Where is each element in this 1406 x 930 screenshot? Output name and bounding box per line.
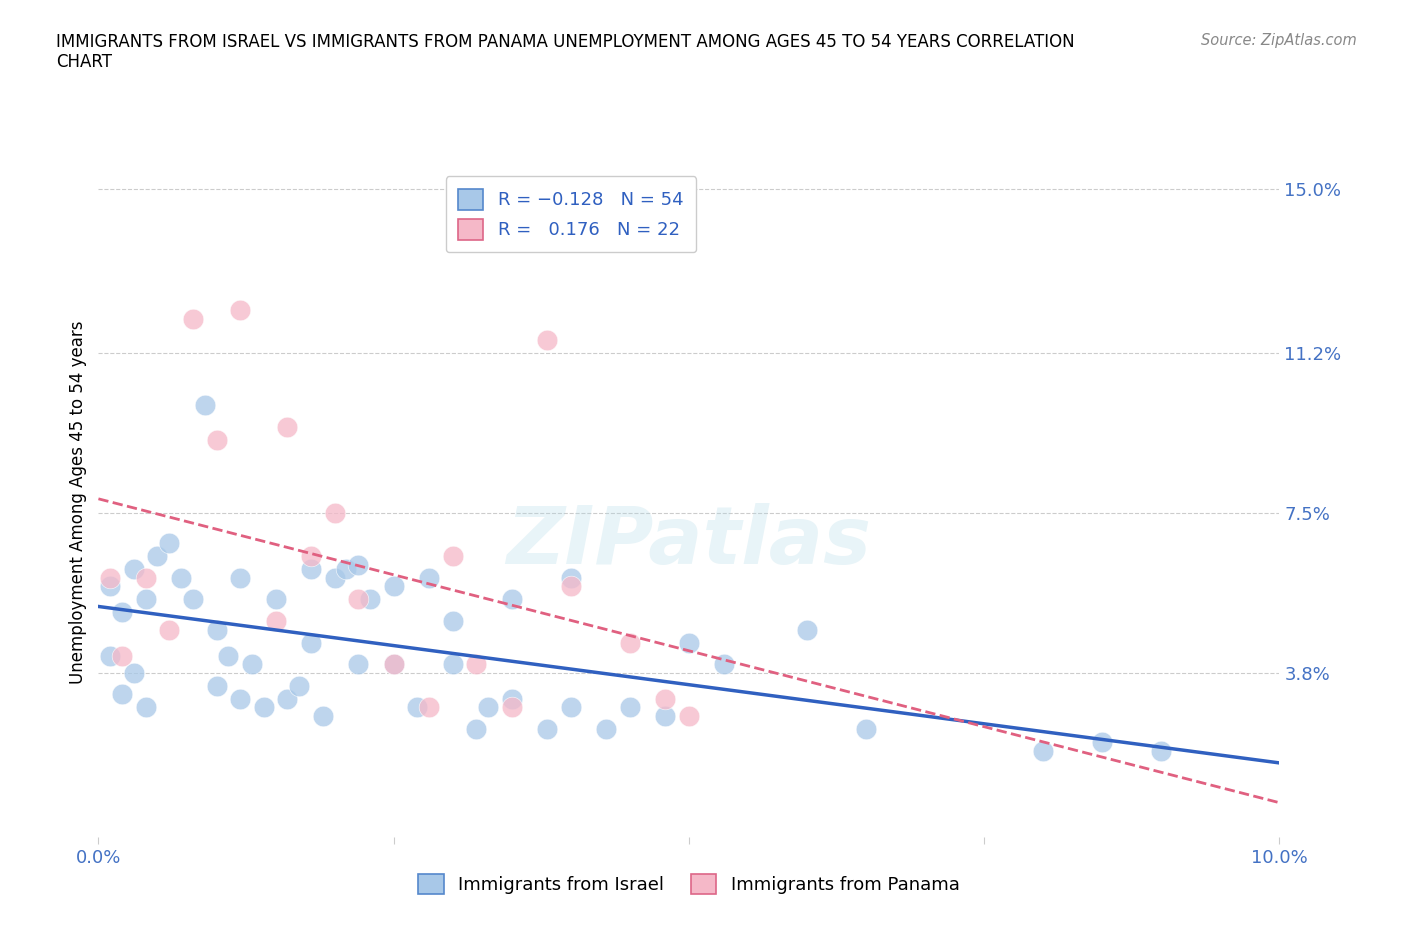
Point <box>181 592 204 607</box>
Point <box>229 570 252 585</box>
Point <box>205 622 228 637</box>
Point <box>347 657 370 671</box>
Point <box>264 614 287 629</box>
Point <box>264 592 287 607</box>
Point <box>501 700 523 715</box>
Point <box>1091 735 1114 750</box>
Point <box>229 691 252 706</box>
Point <box>382 657 405 671</box>
Text: ZIPatlas: ZIPatlas <box>506 503 872 581</box>
Point <box>418 700 440 715</box>
Point <box>465 657 488 671</box>
Point <box>146 549 169 564</box>
Point <box>501 691 523 706</box>
Point <box>678 635 700 650</box>
Point <box>619 635 641 650</box>
Point <box>98 579 121 594</box>
Point <box>619 700 641 715</box>
Point <box>796 622 818 637</box>
Point <box>536 333 558 348</box>
Point <box>229 302 252 317</box>
Point <box>335 562 357 577</box>
Point <box>205 678 228 693</box>
Point <box>135 700 157 715</box>
Point <box>276 691 298 706</box>
Point <box>418 570 440 585</box>
Text: Source: ZipAtlas.com: Source: ZipAtlas.com <box>1201 33 1357 47</box>
Text: CHART: CHART <box>56 53 112 71</box>
Point <box>713 657 735 671</box>
Point <box>98 648 121 663</box>
Point <box>347 592 370 607</box>
Point <box>382 657 405 671</box>
Point <box>299 635 322 650</box>
Point <box>654 709 676 724</box>
Point <box>205 432 228 447</box>
Point <box>359 592 381 607</box>
Point <box>111 648 134 663</box>
Point <box>98 570 121 585</box>
Point <box>654 691 676 706</box>
Y-axis label: Unemployment Among Ages 45 to 54 years: Unemployment Among Ages 45 to 54 years <box>69 321 87 684</box>
Point <box>299 562 322 577</box>
Point <box>1150 743 1173 758</box>
Point <box>441 614 464 629</box>
Point <box>111 687 134 702</box>
Point <box>299 549 322 564</box>
Point <box>382 579 405 594</box>
Point <box>122 562 145 577</box>
Point <box>560 579 582 594</box>
Point <box>441 657 464 671</box>
Point <box>477 700 499 715</box>
Point <box>276 419 298 434</box>
Point <box>181 312 204 326</box>
Point <box>194 397 217 412</box>
Point <box>157 622 180 637</box>
Point <box>288 678 311 693</box>
Point <box>253 700 276 715</box>
Point <box>157 536 180 551</box>
Point <box>501 592 523 607</box>
Point <box>135 570 157 585</box>
Point <box>323 570 346 585</box>
Point <box>855 722 877 737</box>
Point <box>170 570 193 585</box>
Point <box>560 570 582 585</box>
Point <box>678 709 700 724</box>
Legend: Immigrants from Israel, Immigrants from Panama: Immigrants from Israel, Immigrants from … <box>411 867 967 901</box>
Point <box>560 700 582 715</box>
Text: IMMIGRANTS FROM ISRAEL VS IMMIGRANTS FROM PANAMA UNEMPLOYMENT AMONG AGES 45 TO 5: IMMIGRANTS FROM ISRAEL VS IMMIGRANTS FRO… <box>56 33 1074 50</box>
Point <box>347 557 370 572</box>
Point <box>536 722 558 737</box>
Point <box>217 648 239 663</box>
Point <box>441 549 464 564</box>
Point <box>312 709 335 724</box>
Point <box>111 604 134 619</box>
Point <box>240 657 263 671</box>
Point <box>1032 743 1054 758</box>
Point <box>406 700 429 715</box>
Point <box>465 722 488 737</box>
Point <box>122 665 145 680</box>
Point <box>595 722 617 737</box>
Point <box>323 506 346 521</box>
Point <box>135 592 157 607</box>
